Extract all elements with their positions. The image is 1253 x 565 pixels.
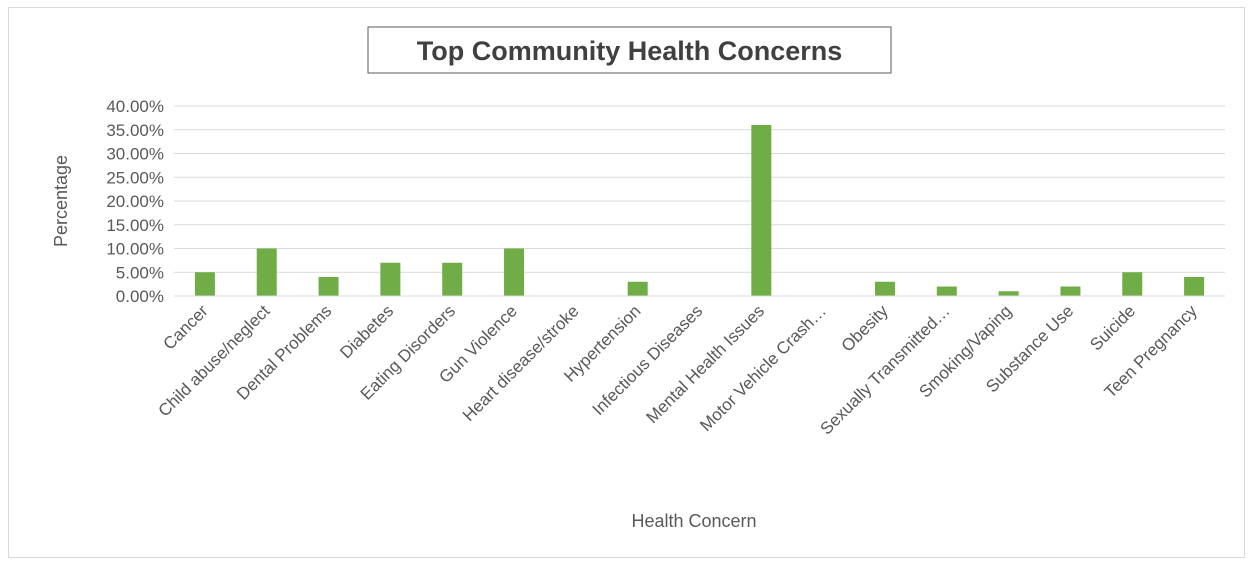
y-axis-ticks: 0.00% 5.00% 10.00% 15.00% 20.00% 25.00% 30.00%…	[106, 97, 164, 306]
chart-title-box	[367, 26, 892, 74]
y-tick-label: 35.00%	[106, 121, 164, 140]
x-tick-label: Motor Vehicle Crash…	[696, 301, 830, 435]
x-tick-label: Suicide	[1086, 301, 1139, 354]
y-tick-label: 0.00%	[116, 287, 164, 306]
bar	[1122, 272, 1143, 296]
bar	[318, 277, 339, 296]
bar	[256, 248, 277, 296]
bar	[442, 262, 463, 296]
bar	[751, 125, 772, 296]
x-tick-label: Cancer	[160, 301, 212, 353]
y-tick-label: 30.00%	[106, 145, 164, 164]
x-tick-label: Diabetes	[336, 301, 397, 362]
x-tick-label: Child abuse/neglect	[155, 301, 274, 420]
bar	[194, 272, 215, 296]
y-tick-label: 20.00%	[106, 192, 164, 211]
bar	[936, 286, 957, 296]
bar	[380, 262, 401, 296]
bar	[1060, 286, 1081, 296]
chart-title: Top Community Health Concerns	[417, 36, 843, 66]
y-tick-label: 25.00%	[106, 168, 164, 187]
y-tick-label: 40.00%	[106, 97, 164, 116]
x-tick-label: Heart disease/stroke	[459, 301, 583, 425]
x-tick-label: Mental Health Issues	[642, 301, 768, 427]
gridlines	[174, 105, 1225, 273]
bars	[194, 125, 1205, 296]
bar	[874, 281, 895, 296]
x-tick-label: Infectious Diseases	[589, 301, 707, 419]
y-tick-label: 5.00%	[116, 263, 164, 282]
y-axis-title: Percentage	[51, 155, 71, 247]
bar	[998, 291, 1019, 296]
bar	[1184, 277, 1205, 296]
bar	[504, 248, 525, 296]
y-tick-label: 15.00%	[106, 216, 164, 235]
x-axis-title: Health Concern	[631, 511, 756, 531]
x-tick-label: Obesity	[838, 301, 893, 356]
bar	[627, 281, 648, 296]
y-tick-label: 10.00%	[106, 240, 164, 259]
